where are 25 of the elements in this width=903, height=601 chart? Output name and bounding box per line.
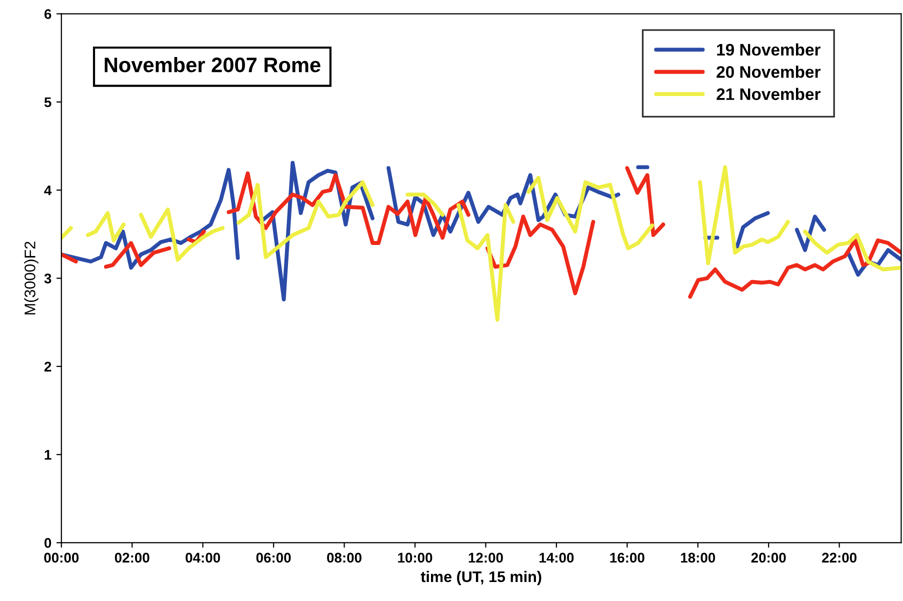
x-tick-label: 18:00 [680,552,716,563]
y-tick-label: 2 [44,362,52,372]
x-axis-title: time (UT, 15 min) [420,570,542,586]
y-tick-label: 0 [44,538,52,548]
x-tick-label: 20:00 [751,552,786,563]
x-tick-label: 10:00 [398,552,432,563]
x-tick-label: 04:00 [186,552,220,563]
x-tick-label: 16:00 [610,552,644,563]
x-tick-label: 12:00 [468,552,503,563]
x-tick-label: 06:00 [256,552,291,563]
x-tick-label: 00:00 [44,552,79,563]
y-axis-title: M(3000)F2 [24,242,38,314]
x-tick-label: 08:00 [327,552,362,563]
y-tick-label: 1 [44,450,52,460]
legend-label: 21 November [716,88,820,100]
x-tick-label: 02:00 [114,552,150,563]
text: November 2007 Rome [104,57,320,72]
y-tick-label: 4 [44,186,52,196]
legend-label: 20 November [716,66,820,78]
y-tick-label: 5 [44,97,52,108]
x-tick-label: 14:00 [540,552,574,563]
y-tick-label: 3 [44,274,52,284]
legend-label: 19 November [717,43,820,56]
y-tick-label: 6 [44,9,52,19]
x-tick-label: 22:00 [822,552,857,563]
